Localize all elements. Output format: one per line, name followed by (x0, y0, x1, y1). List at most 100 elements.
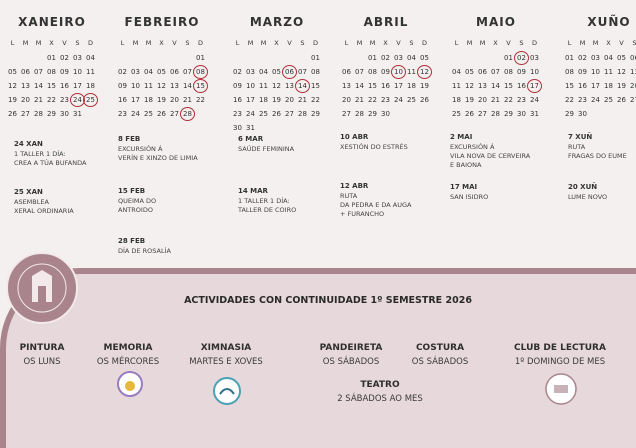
event-text: XESTIÓN DO ESTRÉS (340, 143, 408, 151)
day: 02 (118, 68, 127, 76)
day: 27 (630, 96, 636, 104)
day: 23 (381, 96, 390, 104)
day: 09 (578, 68, 587, 76)
day: 30 (578, 110, 587, 118)
day: 02 (60, 54, 69, 62)
weekday: X (493, 39, 498, 47)
day: 29 (311, 110, 320, 118)
weekday: D (312, 39, 318, 47)
day: 24 (530, 96, 539, 104)
weekday: L (235, 39, 240, 47)
activity-name: COSTURA (415, 343, 465, 353)
day: 16 (578, 82, 587, 90)
day: 24 (131, 110, 140, 118)
day: 04 (604, 54, 613, 62)
event-text: SAN ISIDRO (450, 193, 489, 201)
day: 06 (478, 68, 487, 76)
day: 23 (233, 110, 242, 118)
day: 08 (311, 68, 320, 76)
day: 12 (417, 65, 432, 79)
day: 25 (259, 110, 268, 118)
day: 27 (170, 110, 179, 118)
day: 25 (604, 96, 613, 104)
day: 05 (8, 68, 17, 76)
day: 09 (60, 68, 69, 76)
day: 20 (285, 96, 294, 104)
day: 04 (86, 54, 95, 62)
day: 23 (60, 96, 69, 104)
weekday: D (87, 39, 93, 47)
weekday: D (421, 39, 427, 47)
weekday: X (606, 39, 611, 47)
day: 07 (491, 68, 500, 76)
day: 11 (452, 82, 461, 90)
day: 12 (272, 82, 281, 90)
day: 13 (630, 68, 636, 76)
weekday: V (619, 39, 624, 47)
day: 13 (478, 82, 487, 90)
day: 01 (368, 54, 377, 62)
day: 04 (259, 68, 268, 76)
day: 23 (118, 110, 127, 118)
day: 24 (394, 96, 403, 104)
weekday: M (22, 39, 29, 47)
day: 25 (452, 110, 461, 118)
weekday: X (274, 39, 279, 47)
weekday: M (466, 39, 473, 47)
event-date: 28 FEB (118, 237, 146, 245)
day: 19 (272, 96, 281, 104)
day: 06 (630, 54, 636, 62)
day: 03 (131, 68, 140, 76)
day: 19 (617, 82, 626, 90)
day: 13 (170, 82, 179, 90)
activity-schedule: OS MÉRCORES (96, 357, 160, 367)
day: 22 (311, 96, 320, 104)
event-text: EXCURSIÓN Á (118, 145, 163, 153)
event-date: 15 FEB (118, 187, 146, 195)
day: 22 (368, 96, 377, 104)
day: 31 (530, 110, 539, 118)
month-name: FEBREIRO (124, 15, 200, 29)
weekday: S (632, 39, 636, 47)
day: 15 (47, 82, 56, 90)
day: 11 (144, 82, 153, 90)
day: 27 (478, 110, 487, 118)
day: 02 (578, 54, 587, 62)
event-text: VILA NOVA DE CERVEIRA (450, 152, 531, 160)
month-name: MARZO (249, 15, 305, 29)
day: 09 (233, 82, 242, 90)
weekday: M (247, 39, 254, 47)
day: 10 (131, 82, 140, 90)
weekday: X (383, 39, 388, 47)
day: 27 (285, 110, 294, 118)
event-text: E BAIONA (450, 161, 482, 169)
day: 04 (144, 68, 153, 76)
weekday: M (369, 39, 376, 47)
day: 08 (193, 65, 208, 79)
day: 29 (47, 110, 56, 118)
day: 01 (47, 54, 56, 62)
day: 14 (295, 79, 310, 93)
event-text: LUME NOVO (568, 193, 608, 201)
day: 02 (514, 51, 529, 65)
day: 26 (8, 110, 17, 118)
day: 16 (60, 82, 69, 90)
day: 22 (504, 96, 513, 104)
association-logo (6, 252, 78, 324)
weekday: V (506, 39, 511, 47)
weekday: M (145, 39, 152, 47)
event-text: ANTROIDO (118, 206, 153, 214)
weekday: L (454, 39, 459, 47)
day: 28 (355, 110, 364, 118)
event-date: 2 MAI (450, 133, 473, 141)
day: 08 (368, 68, 377, 76)
weekday: S (75, 39, 80, 47)
day: 26 (157, 110, 166, 118)
day: 01 (311, 54, 320, 62)
day: 30 (381, 110, 390, 118)
weekday: S (409, 39, 414, 47)
day: 18 (452, 96, 461, 104)
day: 28 (34, 110, 43, 118)
weekday: S (300, 39, 305, 47)
day: 19 (8, 96, 17, 104)
